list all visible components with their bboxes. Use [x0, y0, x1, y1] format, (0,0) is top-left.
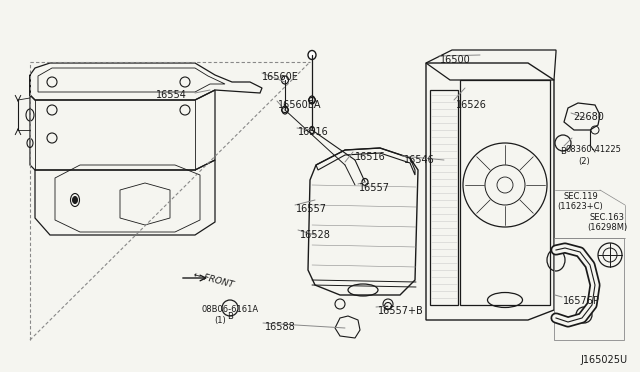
Text: B: B [560, 147, 566, 156]
Ellipse shape [282, 76, 289, 84]
Text: 16588: 16588 [265, 322, 296, 332]
Text: 16526: 16526 [456, 100, 487, 110]
Text: 16554: 16554 [156, 90, 187, 100]
Text: (1): (1) [214, 316, 226, 325]
Text: B: B [227, 312, 233, 321]
Text: 08360-41225: 08360-41225 [566, 145, 622, 154]
Text: (11623+C): (11623+C) [557, 202, 603, 211]
Text: 16557: 16557 [359, 183, 390, 193]
Text: 16557+B: 16557+B [378, 306, 424, 316]
Text: 16560E: 16560E [262, 72, 299, 82]
Text: 16560EA: 16560EA [278, 100, 321, 110]
Text: ← FRONT: ← FRONT [192, 270, 234, 289]
Text: 16528: 16528 [300, 230, 331, 240]
Text: SEC.119: SEC.119 [563, 192, 598, 201]
Text: SEC.163: SEC.163 [590, 213, 625, 222]
Text: 16516: 16516 [355, 152, 386, 162]
Text: 22680: 22680 [573, 112, 604, 122]
Text: (16298M): (16298M) [587, 223, 627, 232]
Text: J165025U: J165025U [580, 355, 627, 365]
Text: 16576P: 16576P [563, 296, 600, 306]
Text: 16557: 16557 [296, 204, 327, 214]
Ellipse shape [72, 196, 77, 203]
Text: 16516: 16516 [298, 127, 329, 137]
Text: 16500: 16500 [440, 55, 471, 65]
Text: (2): (2) [578, 157, 589, 166]
Ellipse shape [308, 51, 316, 60]
Text: 08B06-6161A: 08B06-6161A [202, 305, 259, 314]
Text: 16546: 16546 [404, 155, 435, 165]
